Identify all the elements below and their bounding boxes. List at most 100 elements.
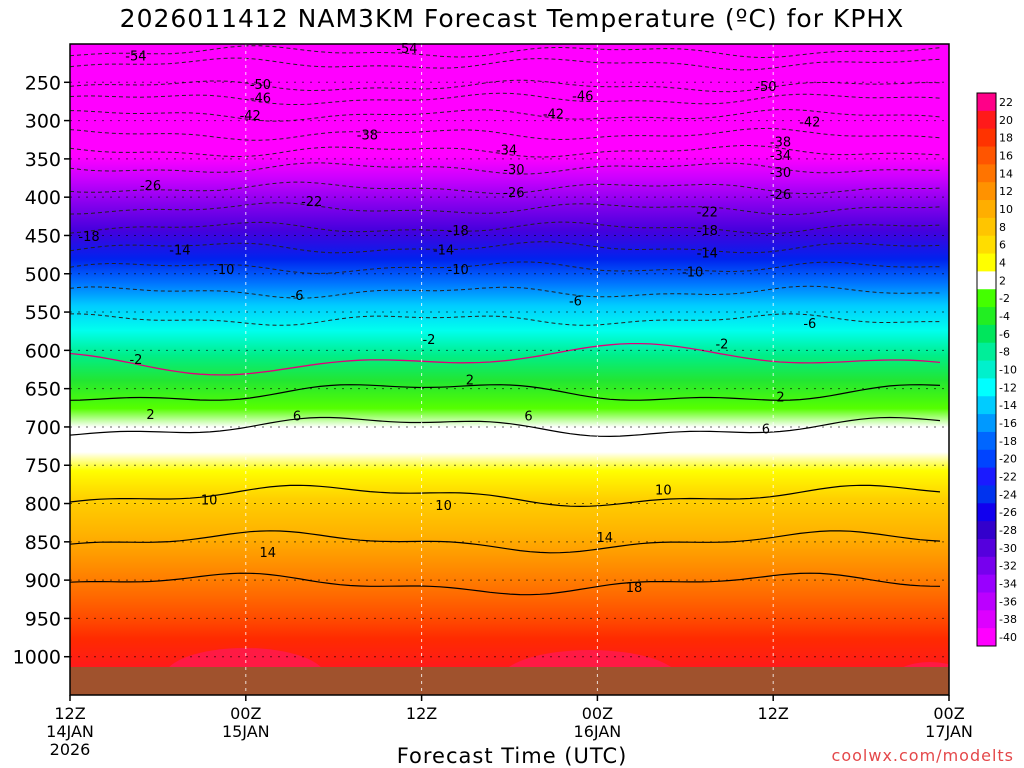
colorbar-label: 20 [999,114,1013,127]
contour-label: 14 [260,546,277,561]
colorbar-label: -22 [999,471,1017,484]
contour-label: -46 [572,89,593,104]
contour-label: 6 [524,409,532,424]
colorbar-label: -32 [999,560,1017,573]
y-tick-label: 650 [25,379,61,401]
contour-label: -2 [715,337,728,352]
x-axis-label: Forecast Time (UTC) [396,744,628,768]
contour-label: -34 [496,144,517,159]
x-tick-label: 17JAN [925,722,973,741]
colorbar-label: 6 [999,239,1006,252]
contour-negative [70,127,941,141]
colorbar-label: -4 [999,310,1010,323]
colorbar-swatch [977,342,996,362]
colorbar-label: -20 [999,453,1017,466]
y-tick-label: 950 [25,608,61,630]
contour-label: -42 [240,109,261,124]
x-tick-label: 16JAN [574,722,622,741]
colorbar: 22 20 18 16 14 12 10 8 6 4 2 -2 -4 -6 -8 -10 -12 -14 -16 -1… [976,92,1017,647]
colorbar-swatch [977,556,996,576]
colorbar-label: -6 [999,328,1010,341]
contour-label: 10 [435,499,452,514]
contour-label: -50 [250,78,271,93]
colorbar-label: -10 [999,364,1017,377]
contour-label: 2 [466,373,474,388]
colorbar-swatch [977,538,996,558]
contour-labels: -54-54-50 -50-46 -46-42 -42-42-38 -38-34 -34-… [78,42,820,596]
colorbar-swatch [977,289,996,308]
colorbar-swatch [977,146,996,165]
y-tick-label: 900 [25,570,61,592]
y-tick-label: 400 [25,187,61,209]
colorbar-swatch [977,110,996,130]
contour-negative [70,241,941,254]
colorbar-label: -26 [999,506,1017,519]
colorbar-frame [976,92,997,647]
x-tick-label: 00Z [230,704,261,723]
colorbar-label: -12 [999,381,1017,394]
contour-label: -10 [213,263,234,278]
contour-label: 14 [596,531,613,546]
colorbar-label: 18 [999,132,1013,145]
x-tick-label: 12Z [406,704,437,723]
y-axis: 250 300 350 400 450 500 550 600 650 700 750 800 850 9… [13,72,70,669]
contour-label: -38 [357,128,378,143]
x-tick-label: 14JAN [46,722,94,741]
contour-negative [70,109,941,122]
x-tick-label: 15JAN [222,722,270,741]
colorbar-label: -30 [999,542,1017,555]
contour-label: -6 [569,295,582,310]
temperature-field [70,44,949,667]
contour-label: 2 [146,408,154,423]
contour-label: 6 [762,422,770,437]
contour-label: -6 [291,289,304,304]
y-tick-label: 300 [25,111,61,133]
contour-label: -30 [503,163,524,178]
colorbar-label: 4 [999,256,1006,269]
colorbar-swatch [977,253,996,272]
colorbar-swatch [977,610,996,629]
colorbar-swatch [977,503,996,522]
y-tick-label: 500 [25,264,61,286]
contour-label: -22 [697,206,718,221]
contour-negative [70,162,940,175]
contour-positive [70,484,941,508]
y-tick-label: 750 [25,455,61,477]
colorbar-label: 12 [999,185,1013,198]
contour-label: 6 [293,409,301,424]
contour-positive [70,572,941,596]
y-tick-label: 250 [25,72,61,94]
colorbar-label: -14 [999,399,1017,412]
y-tick-label: 1000 [13,647,61,669]
contour-label: -42 [799,115,820,130]
y-tick-label: 700 [25,417,61,439]
plot-frame [69,43,950,696]
colorbar-label: -16 [999,417,1017,430]
contour-negative [70,261,940,274]
contour-label: -2 [422,333,435,348]
contour-label: -18 [448,224,469,239]
colorbar-label: 10 [999,203,1013,216]
colorbar-label: 14 [999,167,1013,180]
contour-lines [70,45,941,596]
y-tick-label: 550 [25,302,61,324]
contour-negative [70,144,941,158]
x-tick-label: 2026 [50,740,91,759]
contour-negative [70,45,941,59]
colorbar-label: -18 [999,435,1017,448]
colorbar-swatch [977,485,996,504]
contour-negative [70,92,941,105]
contour-label: -54 [125,49,146,64]
colorbar-swatch [977,592,996,611]
contour-label: -46 [250,92,271,107]
credit-link[interactable]: coolwx.com/modelts [831,746,1014,765]
colorbar-swatch [977,93,996,112]
y-tick-label: 850 [25,532,61,554]
colorbar-label: 16 [999,149,1013,162]
x-tick-label: 00Z [582,704,613,723]
colorbar-swatch [977,164,996,183]
contour-positive [70,530,941,554]
colorbar-label: -24 [999,488,1017,501]
x-tick-label: 12Z [758,704,789,723]
